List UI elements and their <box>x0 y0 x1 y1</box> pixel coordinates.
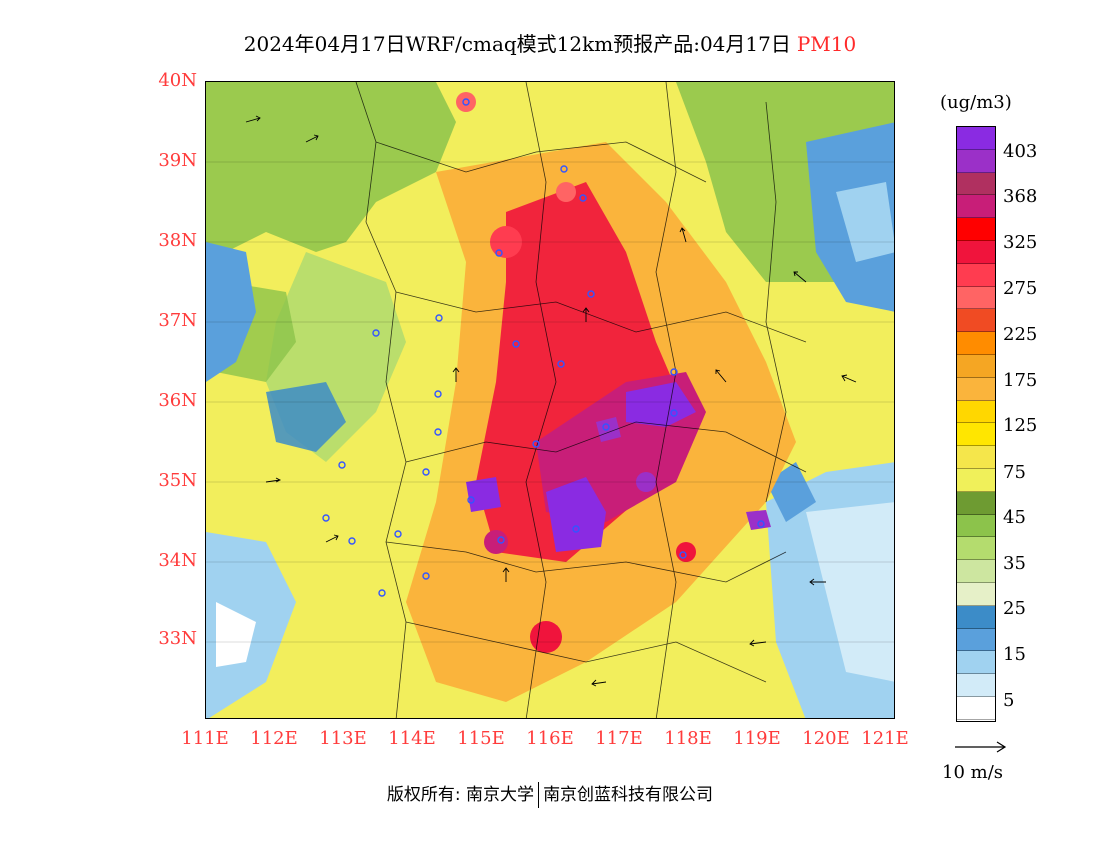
lat-label-38n: 38N <box>158 230 197 251</box>
wind-reference-label: 10 m/s <box>942 762 1003 783</box>
colorbar-segment <box>957 605 995 629</box>
colorbar-label-75: 75 <box>1003 462 1026 483</box>
colorbar-segment <box>957 286 995 310</box>
colorbar-segment <box>957 149 995 173</box>
lon-label-116e: 116E <box>526 728 574 749</box>
lon-label-118e: 118E <box>664 728 712 749</box>
lon-label-111e: 111E <box>181 728 229 749</box>
colorbar-segment <box>957 628 995 652</box>
colorbar-segment <box>957 195 995 219</box>
colorbar-segment <box>957 537 995 561</box>
colorbar-label-5: 5 <box>1003 690 1015 711</box>
colorbar-segment <box>957 696 995 720</box>
colorbar-segment <box>957 263 995 287</box>
colorbar-segment <box>957 468 995 492</box>
lon-label-117e: 117E <box>595 728 643 749</box>
lon-label-120e: 120E <box>802 728 850 749</box>
colorbar-segment <box>957 354 995 378</box>
footer-separator <box>538 782 540 808</box>
colorbar-segment <box>957 582 995 606</box>
lat-label-36n: 36N <box>158 390 197 411</box>
lon-label-113e: 113E <box>319 728 367 749</box>
chart-title: 2024年04月17日WRF/cmaq模式12km预报产品:04月17日 PM10 <box>0 28 1100 57</box>
colorbar-segment <box>957 423 995 447</box>
colorbar-label-45: 45 <box>1003 507 1026 528</box>
lat-label-39n: 39N <box>158 150 197 171</box>
colorbar-segment <box>957 651 995 675</box>
colorbar-label-15: 15 <box>1003 644 1026 665</box>
colorbar-segment <box>957 446 995 469</box>
colorbar-label-25: 25 <box>1003 598 1026 619</box>
lon-label-121e: 121E <box>861 728 909 749</box>
colorbar-label-35: 35 <box>1003 553 1026 574</box>
colorbar-label-175: 175 <box>1003 370 1038 391</box>
copyright-footer: 版权所有: 南京大学 南京创蓝科技有限公司 <box>0 780 1100 808</box>
colorbar-label-275: 275 <box>1003 278 1038 299</box>
lat-label-33n: 33N <box>158 628 197 649</box>
wind-reference-arrow-icon <box>955 741 1007 753</box>
colorbar-segment <box>957 491 995 515</box>
lat-label-34n: 34N <box>158 550 197 571</box>
lat-label-37n: 37N <box>158 310 197 331</box>
colorbar-label-325: 325 <box>1003 232 1038 253</box>
colorbar-segment <box>957 309 995 333</box>
colorbar-label-368: 368 <box>1003 186 1038 207</box>
footer-right: 南京创蓝科技有限公司 <box>543 785 714 805</box>
lon-label-119e: 119E <box>733 728 781 749</box>
lat-label-40n: 40N <box>158 70 197 91</box>
colorbar-label-403: 403 <box>1003 141 1038 162</box>
lon-label-115e: 115E <box>457 728 505 749</box>
colorbar-segment <box>957 400 995 424</box>
colorbar-segment <box>957 377 995 401</box>
colorbar-segment <box>957 514 995 538</box>
colorbar-segment <box>957 240 995 264</box>
title-variable: PM10 <box>796 32 857 56</box>
colorbar-segment <box>957 332 995 355</box>
colorbar-label-225: 225 <box>1003 324 1038 345</box>
colorbar-segment <box>957 172 995 196</box>
lon-label-114e: 114E <box>388 728 436 749</box>
colorbar-segment <box>957 560 995 583</box>
colorbar-unit: (ug/m3) <box>940 92 1012 113</box>
colorbar-segment <box>957 674 995 697</box>
colorbar-label-125: 125 <box>1003 415 1038 436</box>
lon-label-112e: 112E <box>250 728 298 749</box>
colorbar-segment <box>957 127 995 150</box>
lat-label-35n: 35N <box>158 470 197 491</box>
colorbar-segment <box>957 218 995 241</box>
colorbar <box>956 126 996 722</box>
title-main: 2024年04月17日WRF/cmaq模式12km预报产品:04月17日 <box>243 32 791 56</box>
map-canvas <box>206 82 894 718</box>
pm10-forecast-map <box>205 81 895 719</box>
footer-left: 版权所有: 南京大学 <box>386 785 535 805</box>
